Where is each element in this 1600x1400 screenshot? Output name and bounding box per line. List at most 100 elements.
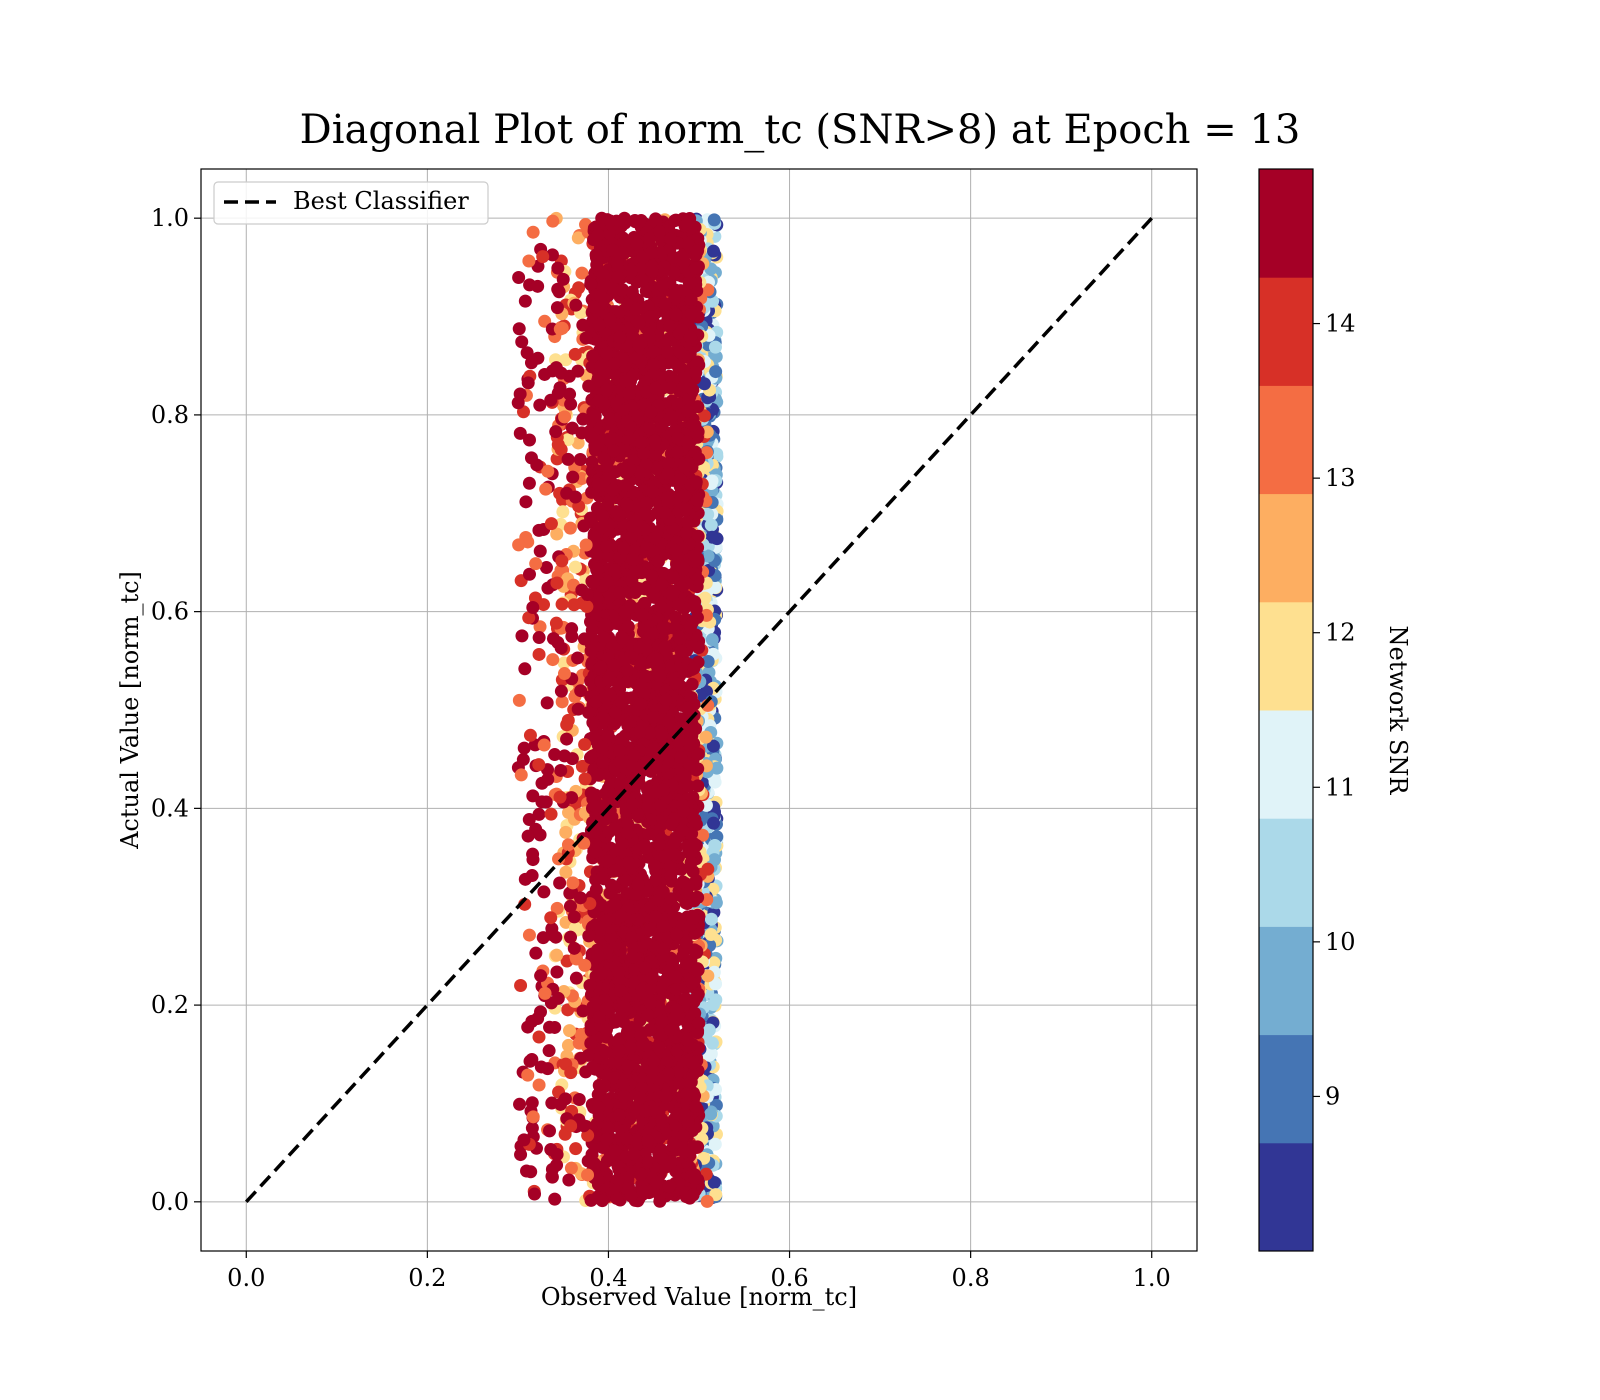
scatter-point — [701, 969, 715, 983]
scatter-point — [668, 214, 682, 228]
scatter-point — [670, 927, 684, 941]
scatter-point — [643, 923, 657, 937]
scatter-point — [628, 963, 642, 977]
scatter-point — [563, 521, 577, 535]
scatter-points — [511, 211, 724, 1208]
scatter-point — [610, 1191, 624, 1205]
scatter-point — [568, 560, 582, 574]
chart-title: Diagonal Plot of norm_tc (SNR>8) at Epoc… — [300, 107, 1301, 153]
scatter-point — [627, 1147, 641, 1161]
scatter-point — [667, 1136, 681, 1150]
scatter-point — [575, 266, 589, 280]
scatter-point — [680, 701, 694, 715]
scatter-point — [666, 251, 680, 265]
scatter-point — [707, 956, 721, 970]
scatter-point — [549, 616, 563, 630]
scatter-point — [680, 404, 694, 418]
scatter-point — [619, 874, 633, 888]
scatter-point — [649, 910, 663, 924]
scatter-point — [596, 267, 610, 281]
scatter-point — [707, 816, 721, 830]
scatter-point — [620, 1132, 634, 1146]
scatter-point — [631, 878, 645, 892]
scatter-point — [649, 873, 663, 887]
scatter-point — [591, 1173, 605, 1187]
scatter-point — [691, 891, 705, 905]
scatter-point — [625, 931, 639, 945]
scatter-point — [622, 386, 636, 400]
scatter-point — [612, 966, 626, 980]
scatter-point — [626, 553, 640, 567]
scatter-point — [586, 349, 600, 363]
scatter-point — [621, 817, 635, 831]
scatter-point — [684, 691, 698, 705]
scatter-point — [550, 948, 564, 962]
scatter-point — [704, 1107, 718, 1121]
scatter-point — [607, 822, 621, 836]
scatter-point — [646, 1054, 660, 1068]
scatter-point — [587, 730, 601, 744]
scatter-point — [680, 1087, 694, 1101]
scatter-point — [682, 838, 696, 852]
scatter-point — [617, 1089, 631, 1103]
scatter-point — [630, 237, 644, 251]
scatter-point — [584, 750, 598, 764]
scatter-point — [660, 345, 674, 359]
scatter-point — [708, 1137, 722, 1151]
scatter-point — [613, 1108, 627, 1122]
scatter-point — [647, 590, 661, 604]
scatter-point — [634, 657, 648, 671]
scatter-point — [672, 735, 686, 749]
scatter-point — [589, 248, 603, 262]
scatter-point — [594, 360, 608, 374]
scatter-point — [584, 277, 598, 291]
scatter-point — [608, 898, 622, 912]
scatter-point — [648, 531, 662, 545]
scatter-point — [651, 666, 665, 680]
scatter-point — [704, 927, 718, 941]
scatter-point — [555, 695, 569, 709]
scatter-point — [600, 540, 614, 554]
scatter-point — [620, 777, 634, 791]
scatter-point — [604, 930, 618, 944]
scatter-point — [656, 919, 670, 933]
scatter-point — [598, 812, 612, 826]
scatter-point — [601, 854, 615, 868]
scatter-point — [619, 374, 633, 388]
scatter-point — [669, 610, 683, 624]
scatter-point — [648, 381, 662, 395]
scatter-point — [600, 347, 614, 361]
scatter-point — [585, 623, 599, 637]
scatter-point — [620, 499, 634, 513]
scatter-point — [601, 591, 615, 605]
scatter-point — [620, 826, 634, 840]
scatter-point — [707, 1176, 721, 1190]
scatter-point — [572, 281, 586, 295]
scatter-point — [666, 571, 680, 585]
scatter-point — [598, 278, 612, 292]
scatter-point — [647, 345, 661, 359]
scatter-point — [596, 509, 610, 523]
scatter-point — [633, 725, 647, 739]
scatter-point — [643, 310, 657, 324]
scatter-point — [683, 330, 697, 344]
scatter-point — [697, 377, 711, 391]
scatter-point — [599, 1023, 613, 1037]
scatter-point — [559, 865, 573, 879]
scatter-point — [595, 967, 609, 981]
scatter-point — [592, 768, 606, 782]
scatter-point — [709, 365, 723, 379]
scatter-point — [595, 711, 609, 725]
scatter-point — [690, 493, 704, 507]
scatter-point — [677, 804, 691, 818]
scatter-point — [683, 738, 697, 752]
scatter-point — [655, 727, 669, 741]
scatter-point — [599, 1045, 613, 1059]
scatter-point — [652, 838, 666, 852]
scatter-point — [705, 633, 719, 647]
scatter-point — [634, 1029, 648, 1043]
scatter-point — [556, 505, 570, 519]
scatter-point — [691, 1026, 705, 1040]
scatter-point — [684, 293, 698, 307]
